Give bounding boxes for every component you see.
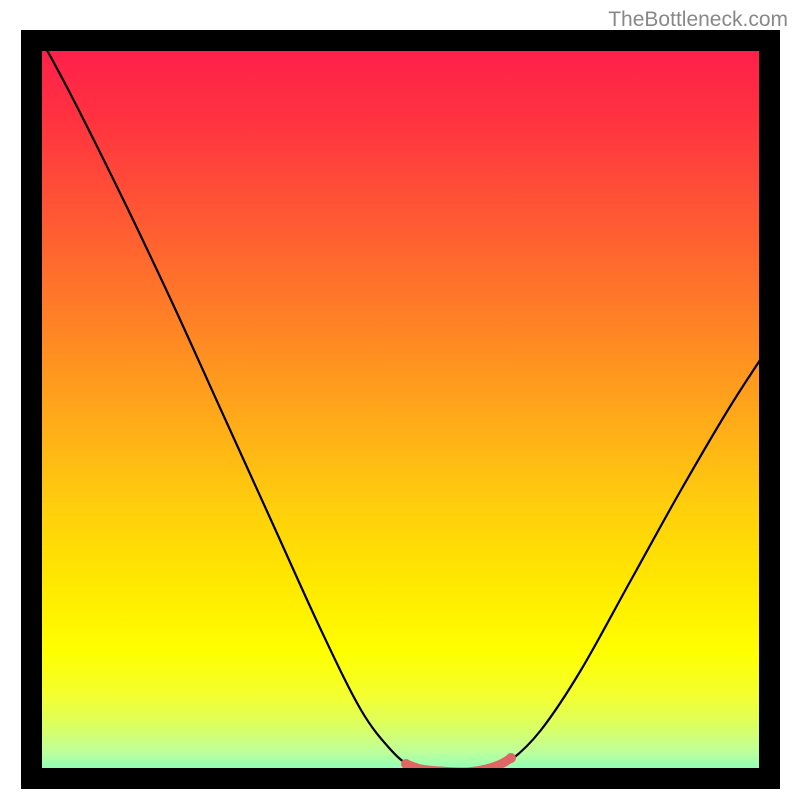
gradient-background [21, 30, 780, 789]
highlight-end-dot [506, 753, 516, 763]
plot-area [21, 30, 780, 789]
chart-container: TheBottleneck.com [0, 0, 800, 800]
highlight-start-dot [401, 759, 411, 769]
chart-svg [21, 30, 780, 789]
watermark-text: TheBottleneck.com [608, 8, 788, 32]
